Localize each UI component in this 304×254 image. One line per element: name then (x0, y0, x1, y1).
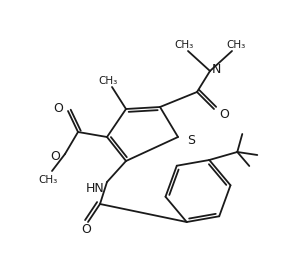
Text: CH₃: CH₃ (98, 76, 118, 86)
Text: CH₃: CH₃ (226, 40, 246, 50)
Text: O: O (53, 101, 63, 114)
Text: O: O (50, 150, 60, 163)
Text: CH₃: CH₃ (38, 174, 58, 184)
Text: N: N (212, 62, 221, 75)
Text: O: O (219, 107, 229, 120)
Text: HN: HN (86, 181, 105, 194)
Text: CH₃: CH₃ (174, 40, 194, 50)
Text: O: O (81, 223, 91, 235)
Text: S: S (187, 134, 195, 147)
